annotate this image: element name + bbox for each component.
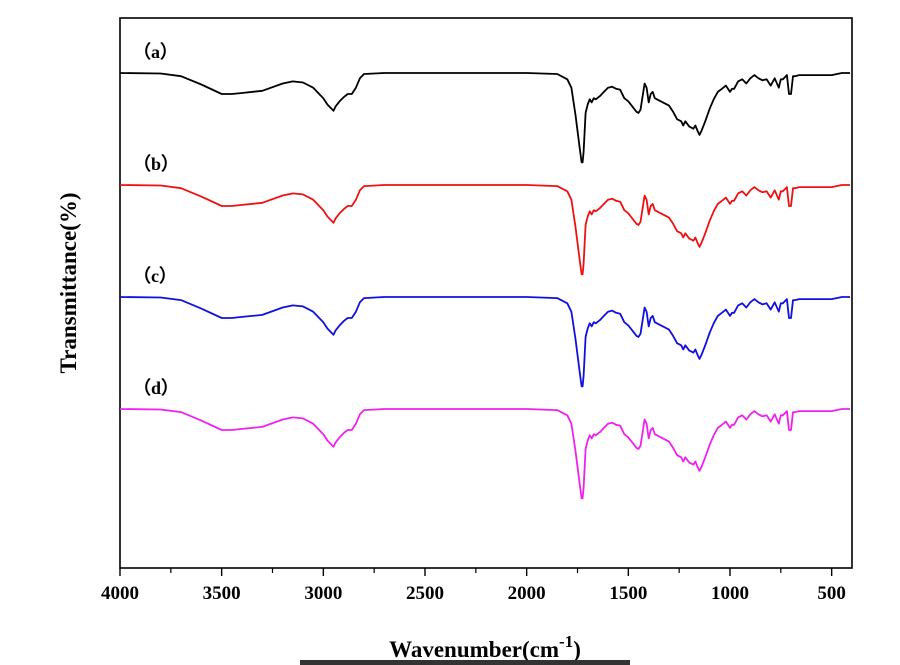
x-axis-ticks <box>119 568 833 576</box>
x-tick-label: 1500 <box>609 583 647 604</box>
series-label-b: （b） <box>133 154 179 174</box>
x-tick-label: 4000 <box>101 583 139 604</box>
spectrum-line-b <box>119 184 850 276</box>
x-tick-label: 3500 <box>203 583 241 604</box>
spectrum-line-d <box>119 408 850 500</box>
series-label-a: （a） <box>133 42 178 62</box>
x-axis-title: Wavenumber(cm-1) <box>389 632 581 662</box>
x-tick-label: 2000 <box>508 583 546 604</box>
plot-frame <box>119 17 853 569</box>
x-tick-label: 3000 <box>304 583 342 604</box>
series-labels: （a） （b） （c） （d） <box>133 42 179 398</box>
spectra-series <box>119 72 850 500</box>
x-tick-label: 1000 <box>711 583 749 604</box>
decorative-bar <box>300 660 630 665</box>
x-axis-tick-labels: 4000 3500 3000 2500 2000 1500 1000 500 <box>101 583 846 604</box>
spectrum-line-c <box>119 296 850 388</box>
y-axis-title: Transmittance(%) <box>56 193 81 374</box>
spectrum-line-a <box>119 72 850 164</box>
series-label-c: （c） <box>133 266 177 286</box>
x-tick-label: 2500 <box>406 583 444 604</box>
series-label-d: （d） <box>133 378 179 398</box>
x-tick-label: 500 <box>817 583 846 604</box>
